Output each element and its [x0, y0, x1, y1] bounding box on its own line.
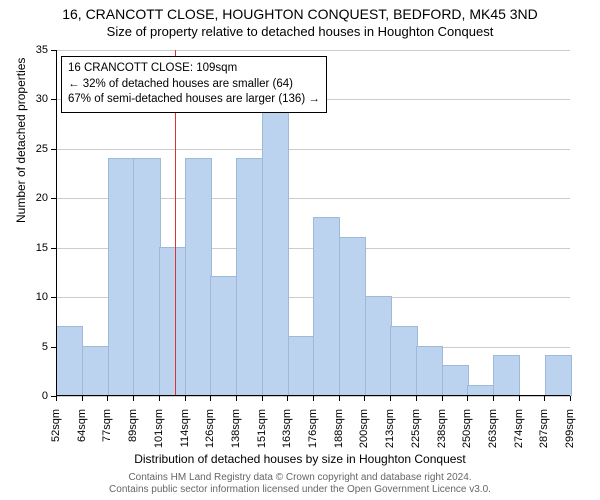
y-tick-label: 10 — [18, 291, 48, 303]
gridline — [56, 149, 570, 150]
y-tick-label: 5 — [18, 341, 48, 353]
histogram-bar — [416, 346, 443, 396]
histogram-bar — [133, 158, 160, 396]
x-tick-mark — [570, 396, 571, 401]
histogram-bar — [493, 355, 520, 396]
info-line-2: ← 32% of detached houses are smaller (64… — [68, 77, 320, 93]
x-tick-mark — [442, 396, 443, 401]
y-tick-label: 35 — [18, 44, 48, 56]
x-tick-mark — [133, 396, 134, 401]
y-tick-label: 20 — [18, 192, 48, 204]
x-tick-mark — [493, 396, 494, 401]
x-tick-mark — [262, 396, 263, 401]
histogram-bar — [236, 158, 263, 396]
histogram-bar — [159, 247, 186, 396]
histogram-bar — [365, 296, 392, 396]
histogram-bar — [108, 158, 135, 396]
y-tick-label: 25 — [18, 143, 48, 155]
histogram-bar — [56, 326, 83, 396]
histogram-bar — [442, 365, 469, 396]
x-tick-mark — [185, 396, 186, 401]
x-tick-mark — [159, 396, 160, 401]
x-tick-mark — [416, 396, 417, 401]
info-line-3: 67% of semi-detached houses are larger (… — [68, 92, 320, 108]
info-box: 16 CRANCOTT CLOSE: 109sqm ← 32% of detac… — [61, 56, 327, 113]
x-tick-mark — [339, 396, 340, 401]
histogram-bar — [545, 355, 572, 396]
x-axis-line — [56, 395, 570, 396]
page-title: 16, CRANCOTT CLOSE, HOUGHTON CONQUEST, B… — [0, 0, 600, 22]
x-tick-mark — [287, 396, 288, 401]
x-tick-mark — [56, 396, 57, 401]
x-tick-mark — [519, 396, 520, 401]
y-axis-line — [56, 50, 57, 396]
footer-attribution: Contains HM Land Registry data © Crown c… — [0, 472, 600, 496]
histogram-bar — [210, 276, 237, 396]
footer-line-1: Contains HM Land Registry data © Crown c… — [0, 472, 600, 484]
x-tick-mark — [313, 396, 314, 401]
histogram-bar — [313, 217, 340, 396]
y-tick-label: 30 — [18, 93, 48, 105]
histogram-bar — [262, 108, 289, 396]
x-tick-mark — [82, 396, 83, 401]
x-tick-mark — [236, 396, 237, 401]
x-tick-mark — [390, 396, 391, 401]
x-tick-mark — [364, 396, 365, 401]
histogram-bar — [288, 336, 315, 396]
histogram-bar — [339, 237, 366, 396]
y-tick-label: 15 — [18, 242, 48, 254]
info-line-1: 16 CRANCOTT CLOSE: 109sqm — [68, 61, 320, 77]
histogram-bar — [390, 326, 417, 396]
histogram-bar — [185, 158, 212, 396]
gridline — [56, 50, 570, 51]
x-tick-mark — [210, 396, 211, 401]
x-tick-mark — [544, 396, 545, 401]
y-tick-label: 0 — [18, 390, 48, 402]
x-tick-mark — [107, 396, 108, 401]
x-tick-mark — [467, 396, 468, 401]
histogram-bar — [82, 346, 109, 396]
footer-line-2: Contains public sector information licen… — [0, 484, 600, 496]
x-axis-label: Distribution of detached houses by size … — [0, 452, 600, 466]
page-subtitle: Size of property relative to detached ho… — [0, 22, 600, 39]
